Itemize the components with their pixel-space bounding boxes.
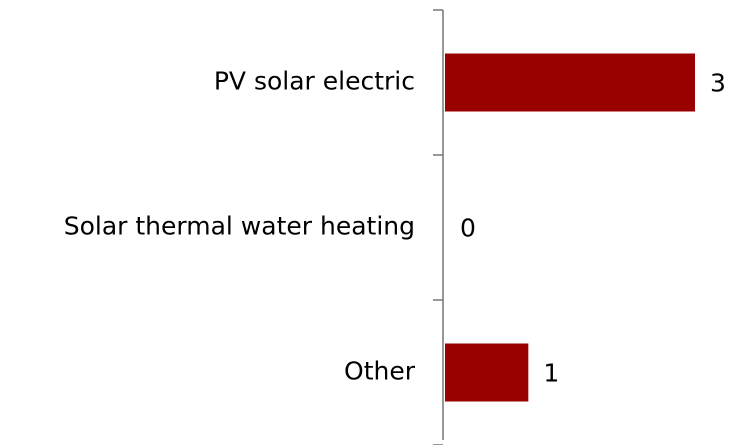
value-label: 0 — [460, 214, 476, 243]
category-label: Other — [344, 357, 416, 386]
bar — [445, 53, 695, 112]
category-label: PV solar electric — [214, 67, 415, 96]
value-label: 3 — [710, 69, 726, 98]
value-label: 1 — [543, 359, 559, 388]
category-label: Solar thermal water heating — [64, 212, 415, 241]
bar — [445, 343, 529, 402]
